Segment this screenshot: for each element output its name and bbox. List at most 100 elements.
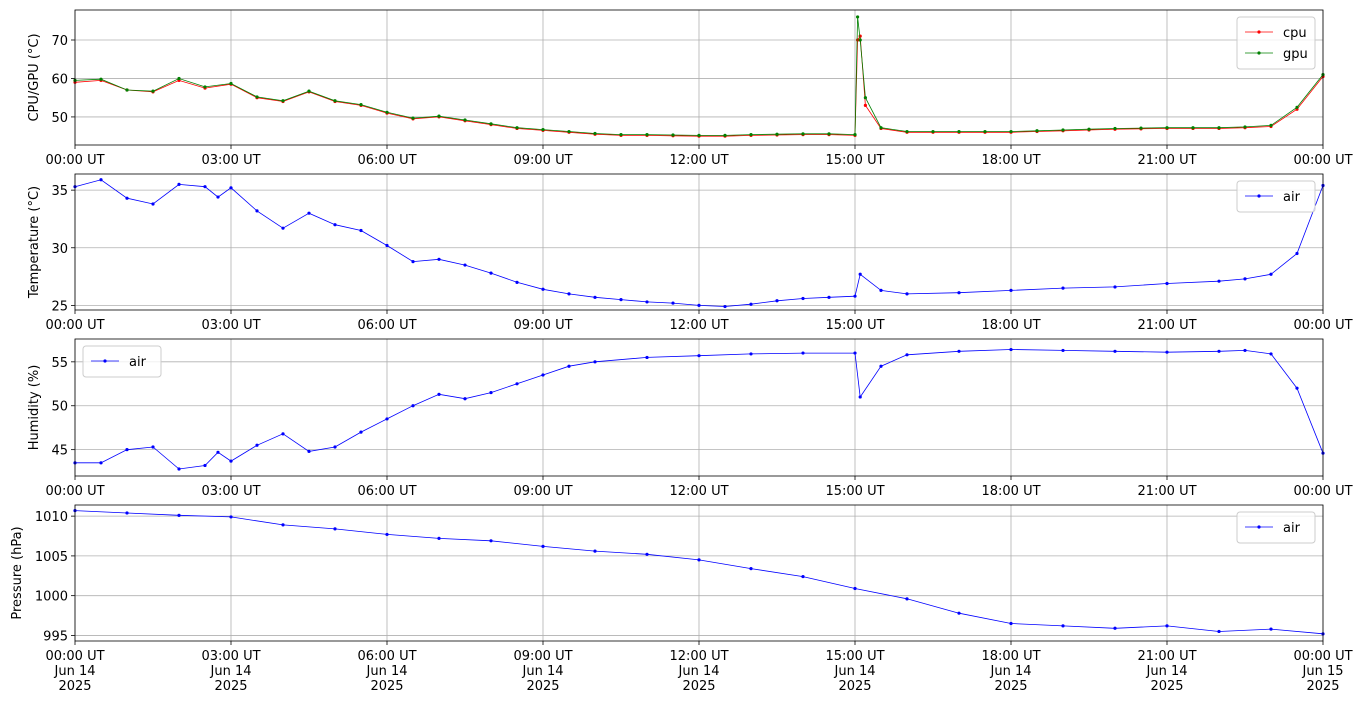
point — [697, 354, 701, 358]
point — [593, 549, 597, 553]
point — [749, 133, 753, 137]
y-axis-label: Humidity (%) — [27, 365, 42, 451]
point — [863, 96, 868, 100]
point — [858, 38, 862, 42]
point — [671, 301, 675, 305]
point — [593, 295, 597, 299]
point — [879, 364, 883, 368]
point — [203, 463, 207, 468]
point — [879, 126, 883, 130]
x-tick-label: 09:00 UT — [513, 484, 572, 499]
point — [1217, 629, 1221, 634]
series-line — [74, 35, 1324, 137]
point — [307, 211, 311, 215]
point — [281, 226, 285, 230]
point — [853, 294, 857, 298]
point — [359, 228, 363, 233]
point — [541, 373, 545, 377]
x-tick-label: 18:00 UT — [981, 484, 1040, 499]
point — [1061, 348, 1065, 353]
point — [1269, 352, 1273, 356]
y-tick-label: 70 — [51, 34, 68, 49]
point — [437, 392, 441, 396]
point — [99, 178, 103, 182]
point — [1269, 123, 1273, 127]
point — [957, 291, 961, 295]
point — [255, 443, 259, 447]
point — [229, 459, 233, 463]
point — [1009, 288, 1013, 293]
x-tick-label: 12:00 UT Jun 14 2025 — [669, 649, 728, 694]
point — [858, 395, 862, 399]
point — [255, 95, 259, 99]
point — [853, 351, 857, 355]
point — [229, 81, 233, 86]
point — [385, 110, 389, 114]
point — [905, 597, 909, 601]
y-axis-label: Pressure (hPa) — [10, 526, 25, 619]
series-line — [75, 349, 1324, 470]
x-tick-label: 15:00 UT — [825, 484, 884, 499]
point — [1113, 349, 1117, 353]
point — [515, 382, 519, 386]
point — [177, 467, 181, 471]
x-tick-label: 06:00 UT Jun 14 2025 — [357, 649, 416, 694]
point — [125, 196, 129, 200]
point — [1217, 126, 1221, 130]
point — [437, 257, 441, 261]
point — [333, 445, 337, 449]
point — [1035, 129, 1039, 133]
x-tick-label: 18:00 UT — [981, 318, 1040, 333]
legend-box — [1236, 16, 1316, 70]
point — [567, 292, 571, 296]
point — [1295, 386, 1299, 390]
point — [203, 185, 207, 189]
point — [858, 272, 862, 276]
legend: air — [1236, 511, 1316, 544]
point — [853, 133, 857, 137]
point — [177, 182, 181, 186]
y-tick-label: 1000 — [35, 590, 68, 605]
legend-label: air — [1283, 521, 1301, 536]
x-tick-label: 15:00 UT — [825, 153, 884, 168]
point — [983, 129, 987, 134]
point — [957, 129, 961, 134]
x-tick-label: 06:00 UT — [357, 318, 416, 333]
point — [489, 390, 493, 395]
x-tick-label: 00:00 UT — [1293, 153, 1352, 168]
point — [229, 186, 233, 190]
point — [931, 129, 935, 134]
point — [645, 552, 649, 556]
point — [151, 445, 155, 449]
point — [863, 103, 868, 107]
series-line — [74, 16, 1324, 136]
point — [697, 303, 701, 307]
point — [1009, 129, 1013, 134]
y-tick-label: 1010 — [35, 510, 68, 525]
x-tick-label: 09:00 UT Jun 14 2025 — [513, 649, 572, 694]
x-tick-label: 21:00 UT — [1137, 153, 1196, 168]
point — [411, 116, 415, 120]
point — [593, 131, 597, 136]
legend-label: gpu — [1283, 47, 1308, 62]
x-tick-label: 12:00 UT — [669, 484, 728, 499]
x-tick-label: 00:00 UT — [1293, 484, 1352, 499]
point — [216, 450, 220, 454]
point — [385, 532, 389, 537]
point — [775, 299, 779, 303]
legend-box — [1236, 511, 1316, 544]
point — [1113, 126, 1117, 131]
point — [1009, 621, 1013, 626]
x-tick-label: 00:00 UT — [45, 484, 104, 499]
point — [437, 114, 441, 118]
point — [359, 103, 363, 107]
point — [905, 129, 909, 134]
point — [515, 280, 519, 284]
point — [1217, 349, 1221, 353]
point — [1191, 126, 1195, 130]
x-tick-label: 00:00 UT — [45, 318, 104, 333]
point — [125, 88, 129, 92]
point — [645, 355, 649, 360]
point — [1087, 127, 1091, 131]
